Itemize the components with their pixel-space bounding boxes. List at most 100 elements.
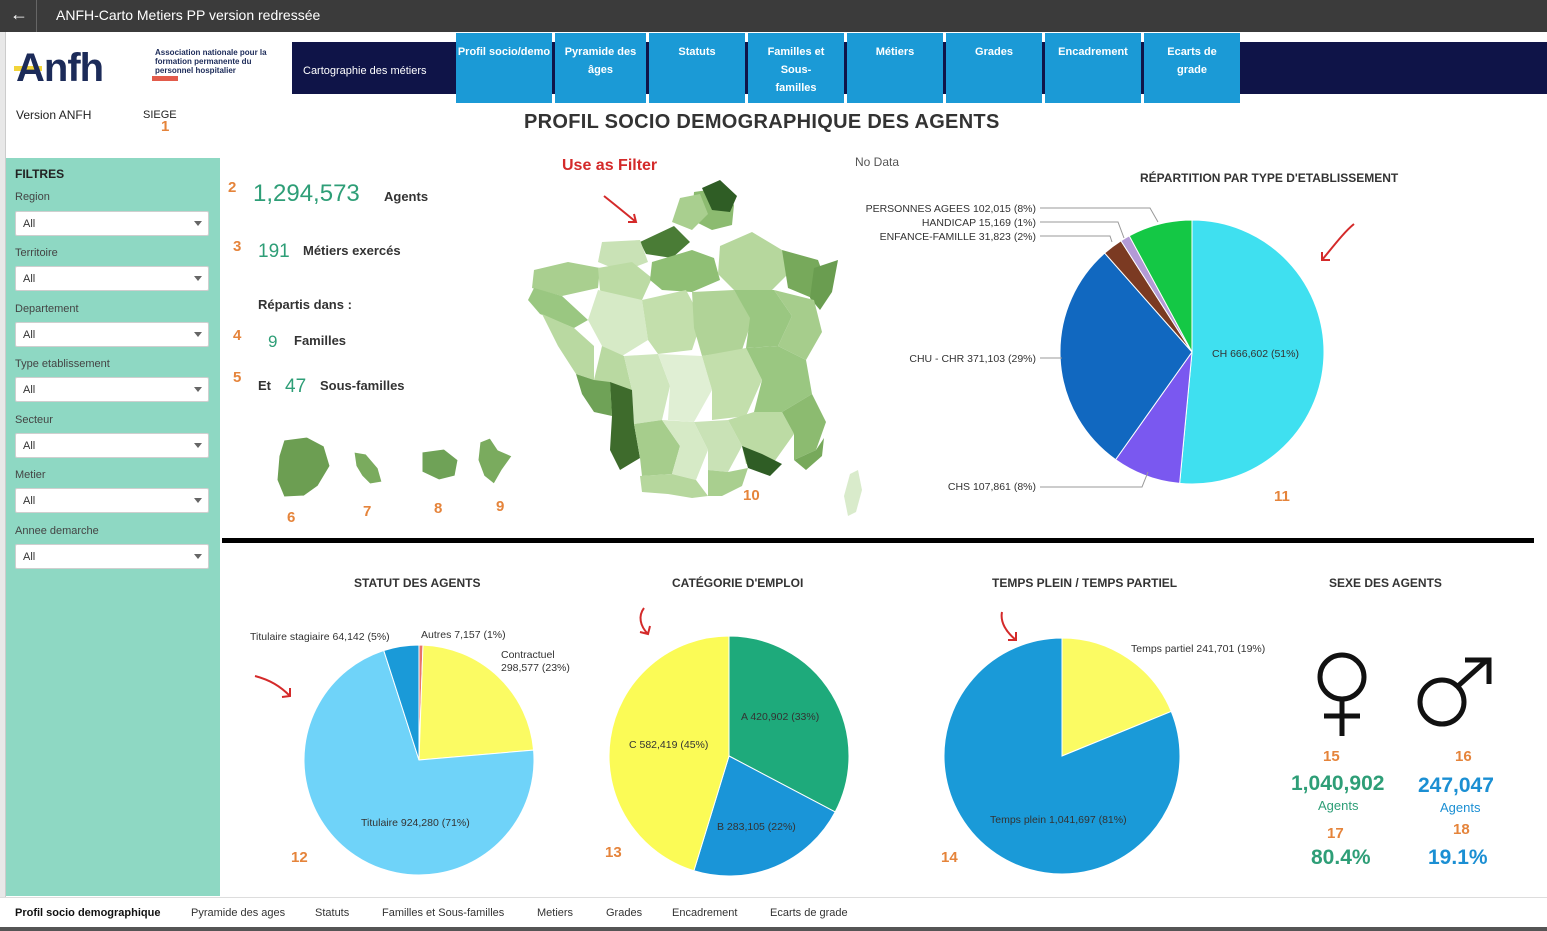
pie-label-b: B 283,105 (22%) xyxy=(717,821,796,833)
pie-slice-temps-plein[interactable] xyxy=(943,637,1181,875)
page-title: PROFIL SOCIO DEMOGRAPHIQUE DES AGENTS xyxy=(524,111,1000,133)
sheet-tab-metiers[interactable]: Metiers xyxy=(537,907,574,919)
male-count: 247,047 xyxy=(1418,774,1494,797)
female-label: Agents xyxy=(1318,798,1359,813)
pie-slice-c[interactable] xyxy=(608,635,730,872)
annotation-number: 15 xyxy=(1323,748,1340,765)
guadeloupe-region[interactable] xyxy=(353,451,383,485)
filter-value: All xyxy=(23,329,36,341)
et-label: Et xyxy=(258,378,271,393)
pie-slice-titulaire[interactable] xyxy=(303,649,535,876)
repartis-label: Répartis dans : xyxy=(258,297,352,312)
sheet-tab-profil[interactable]: Profil socio demographique xyxy=(15,907,161,919)
martinique-region[interactable] xyxy=(421,448,459,481)
annotation-number: 11 xyxy=(1274,488,1290,505)
filter-select-type-etablissement[interactable]: All xyxy=(15,377,209,402)
site-label: SIEGE xyxy=(143,109,177,121)
filter-value: All xyxy=(23,273,36,285)
pie-label-titulaire-stagiaire: Titulaire stagiaire 64,142 (5%) xyxy=(250,631,390,643)
chevron-down-icon xyxy=(194,276,202,281)
france-departements[interactable] xyxy=(528,180,838,498)
guyane-region[interactable] xyxy=(276,436,331,498)
filter-select-region[interactable]: All xyxy=(15,211,209,236)
nav-tab-statuts[interactable]: Statuts xyxy=(649,33,745,103)
categorie-pie-chart[interactable]: A 420,902 (33%) B 283,105 (22%) C 582,419 … xyxy=(600,630,860,882)
france-map[interactable] xyxy=(222,150,862,535)
annotation-number: 17 xyxy=(1327,825,1344,842)
pie-label-a: A 420,902 (33%) xyxy=(741,711,819,723)
filter-select-departement[interactable]: All xyxy=(15,322,209,347)
nav-tab-metiers[interactable]: Métiers xyxy=(847,33,943,103)
pie-label-temps-plein: Temps plein 1,041,697 (81%) xyxy=(990,814,1127,826)
filter-select-secteur[interactable]: All xyxy=(15,433,209,458)
sheet-tab-familles[interactable]: Familles et Sous-familles xyxy=(382,907,505,919)
annotation-arrows xyxy=(254,607,1017,698)
metiers-label: Métiers exercés xyxy=(303,243,401,258)
pie-label-chu-chr: CHU - CHR 371,103 (29%) xyxy=(909,353,1036,365)
corse-region[interactable] xyxy=(844,470,862,516)
temps-pie-chart[interactable]: Temps partiel 241,701 (19%) Temps plein 1… xyxy=(930,630,1280,882)
statut-pie-chart[interactable]: Titulaire 924,280 (71%) Titulaire stagiai… xyxy=(240,620,610,882)
sheet-tab-ecarts[interactable]: Ecarts de grade xyxy=(770,907,848,919)
female-symbol-icon xyxy=(1317,652,1367,736)
etablissement-pie-chart[interactable]: CH 666,602 (51%) CHS 107,861 (8%) CHU - CH… xyxy=(850,190,1350,510)
annotation-number: 7 xyxy=(363,503,372,520)
back-arrow-icon[interactable]: ← xyxy=(10,4,28,24)
sheet-tab-encadrement[interactable]: Encadrement xyxy=(672,907,738,919)
agents-count: 1,294,573 xyxy=(253,180,360,207)
pie-slice-titulaire-stagiaire[interactable] xyxy=(383,644,420,761)
female-percent: 80.4% xyxy=(1311,846,1371,869)
pie-slice-temps-partiel[interactable] xyxy=(1061,637,1172,757)
pie-slice-personnes-agees[interactable] xyxy=(1128,219,1193,353)
agents-label: Agents xyxy=(384,189,429,204)
pie-slice-a[interactable] xyxy=(728,635,850,813)
annotation-number: 3 xyxy=(233,238,242,255)
logo-word: Anfh xyxy=(16,46,104,90)
nav-tab-profil[interactable]: Profil socio/demo xyxy=(456,33,552,103)
annotation-number: 18 xyxy=(1453,821,1470,838)
nav-tab-familles[interactable]: Familles et Sous-familles xyxy=(748,33,844,103)
nav-tab-grades[interactable]: Grades xyxy=(946,33,1042,103)
pie-label-autres: Autres 7,157 (1%) xyxy=(421,629,506,641)
filter-select-territoire[interactable]: All xyxy=(15,266,209,291)
etablissement-chart-title: RÉPARTITION PAR TYPE D'ETABLISSEMENT xyxy=(1140,171,1399,185)
nav-tab-ecarts[interactable]: Ecarts de grade xyxy=(1144,33,1240,103)
use-as-filter-annotation: Use as Filter xyxy=(562,157,658,174)
annotation-number: 6 xyxy=(287,509,296,526)
filter-value: All xyxy=(23,495,36,507)
pie-slice-chu-chr[interactable] xyxy=(1059,252,1193,461)
annotation-arrow-etablissement xyxy=(1321,223,1355,261)
filter-value: All xyxy=(23,384,36,396)
pie-slice-b[interactable] xyxy=(693,755,836,877)
nav-subtitle: Cartographie des métiers xyxy=(303,65,427,77)
filter-value: All xyxy=(23,218,36,230)
filter-label-region: Region xyxy=(15,191,50,203)
familles-label: Familles xyxy=(294,333,347,348)
sheet-tab-grades[interactable]: Grades xyxy=(606,907,643,919)
filters-heading: FILTRES xyxy=(15,167,65,181)
leader-line xyxy=(1040,235,1113,243)
pie-slice-contractuel[interactable] xyxy=(418,644,535,761)
pie-label-chs: CHS 107,861 (8%) xyxy=(948,481,1036,493)
nav-tab-pyramide[interactable]: Pyramide des âges xyxy=(555,33,646,103)
leader-line xyxy=(1040,221,1125,239)
pie-label-handicap: HANDICAP 15,169 (1%) xyxy=(922,217,1036,229)
annotation-number: 13 xyxy=(605,844,622,861)
annotation-arrow-temps xyxy=(1000,611,1017,641)
sheet-tab-pyramide[interactable]: Pyramide des ages xyxy=(191,907,286,919)
pie-label-personnes-agees: PERSONNES AGEES 102,015 (8%) xyxy=(866,203,1036,215)
reunion-region[interactable] xyxy=(477,437,513,485)
nav-tab-encadrement[interactable]: Encadrement xyxy=(1045,33,1141,103)
sheet-tab-statuts[interactable]: Statuts xyxy=(315,907,350,919)
pie-slice-ch[interactable] xyxy=(1179,219,1325,485)
pie-label-titulaire: Titulaire 924,280 (71%) xyxy=(361,817,470,829)
chevron-down-icon xyxy=(194,554,202,559)
filter-select-metier[interactable]: All xyxy=(15,488,209,513)
filter-value: All xyxy=(23,440,36,452)
annotation-number: 5 xyxy=(233,369,242,386)
logo-red-bar xyxy=(152,76,178,81)
filter-label-secteur: Secteur xyxy=(15,414,53,426)
annotation-arrow-categorie xyxy=(639,607,651,636)
annotation-arrow-statut xyxy=(254,675,291,698)
filter-select-annee[interactable]: All xyxy=(15,544,209,569)
